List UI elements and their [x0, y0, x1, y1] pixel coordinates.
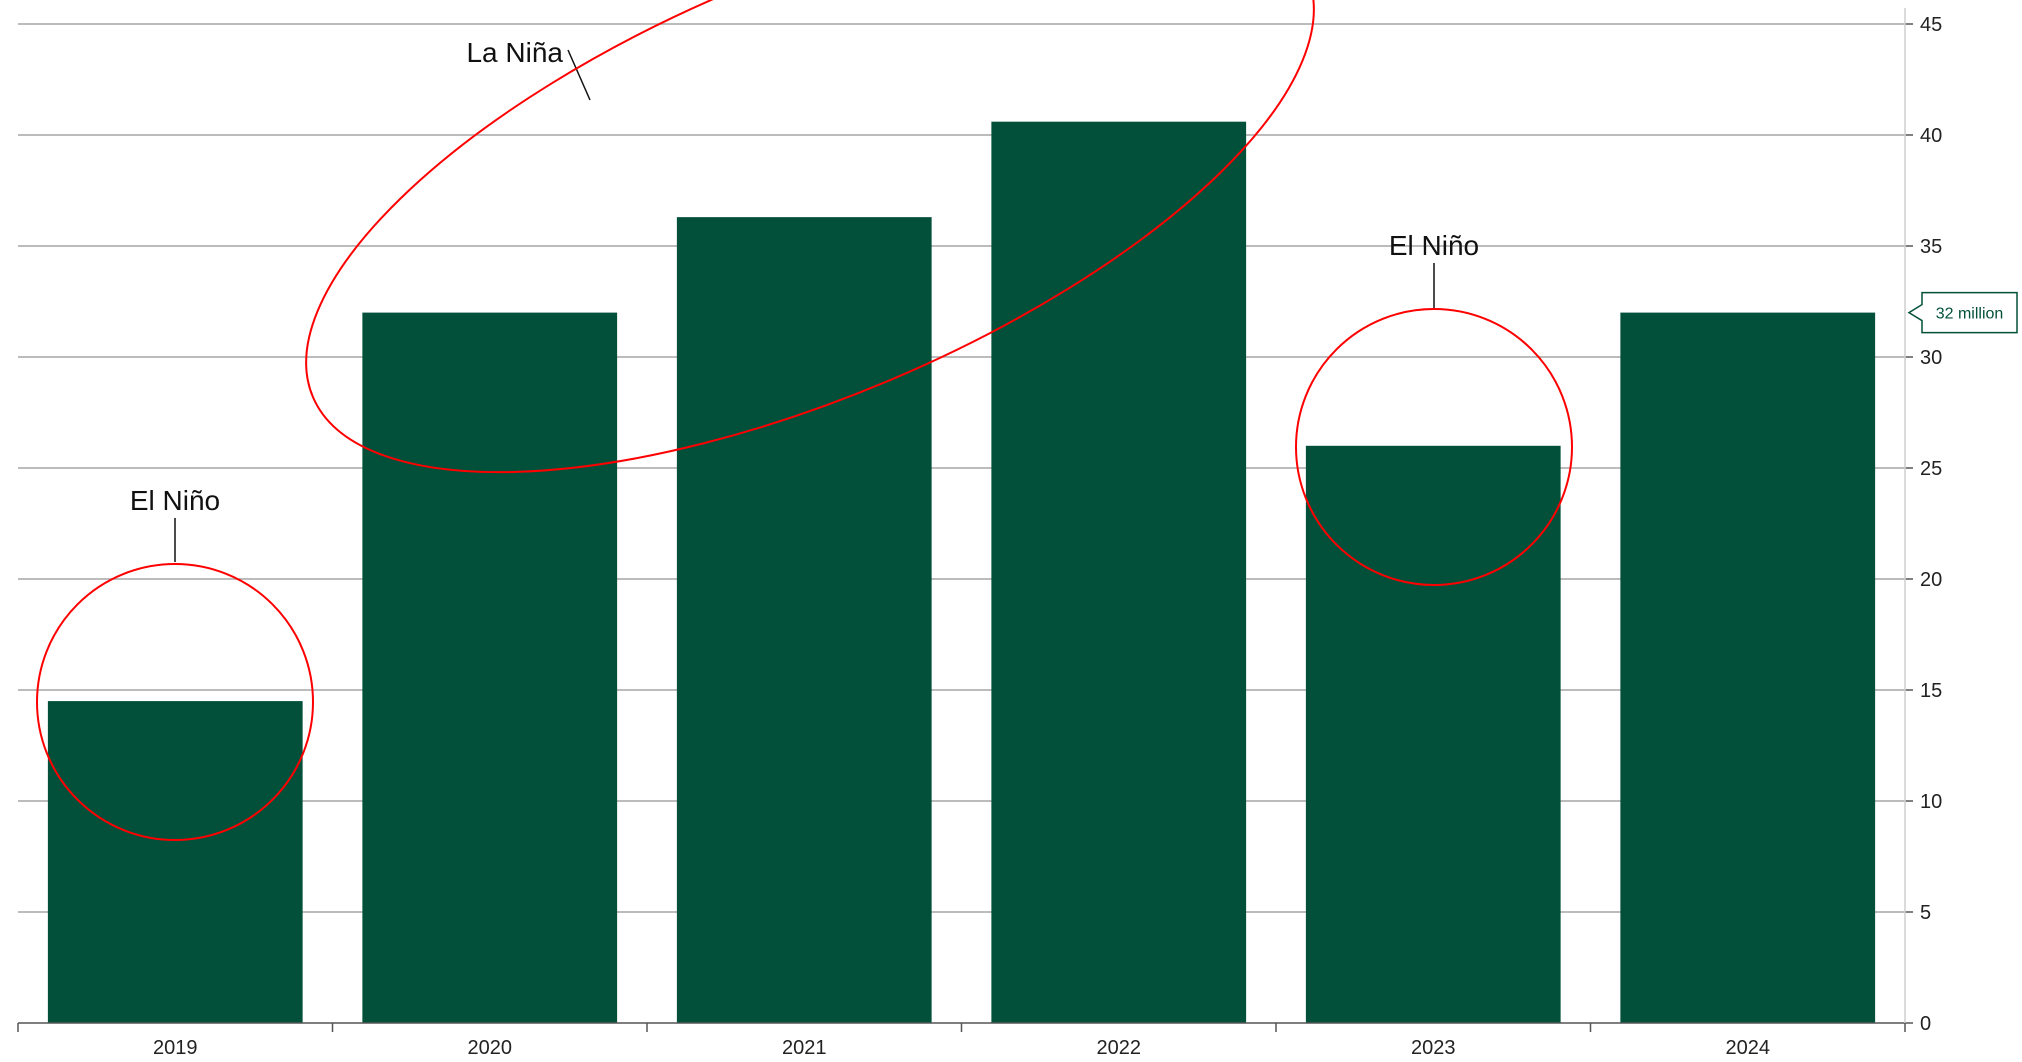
x-tick-label: 2022: [1097, 1037, 1142, 1059]
y-tick-label: 40: [1920, 125, 1942, 147]
y-tick-label: 30: [1920, 347, 1942, 369]
y-tick-label: 0: [1920, 1013, 1931, 1035]
annotation-circle-2023: [1295, 308, 1573, 586]
x-tick-label: 2021: [782, 1037, 827, 1059]
annotation-el-nino-2023: El Niño: [1389, 230, 1479, 261]
y-tick-label: 25: [1920, 458, 1942, 480]
y-tick-label: 15: [1920, 680, 1942, 702]
callout-label: 32 million: [1936, 306, 2004, 323]
annotation-el-nino-2019: El Niño: [130, 485, 220, 516]
bar-2021: [676, 217, 932, 1023]
y-tick-label: 35: [1920, 236, 1942, 258]
y-tick-label: 45: [1920, 14, 1942, 36]
x-tick-label: 2024: [1726, 1037, 1771, 1059]
bar-2023: [1305, 445, 1561, 1023]
annotation-ellipse-la-nina: [305, 0, 1315, 474]
value-callout: 32 million: [1907, 291, 2018, 334]
x-tick-label: 2019: [153, 1037, 198, 1059]
annotation-la-nina: La Niña: [466, 37, 563, 68]
x-tick-label: 2023: [1411, 1037, 1456, 1059]
annotation-leader-la-nina: [567, 49, 591, 101]
annotation-circle-2019: [36, 563, 314, 841]
y-axis: 0 5 10 15 20 25 30 35 40 45: [1904, 8, 1942, 1035]
x-axis: 2019 2020 2021 2022 2023 2024: [17, 1022, 1906, 1059]
callout-box: [1907, 291, 2018, 334]
annotations: El Niño La Niña El Niño: [36, 0, 1573, 841]
bar-2020: [362, 312, 618, 1024]
y-tick-label: 10: [1920, 791, 1942, 813]
y-tick-label: 5: [1920, 902, 1931, 924]
bar-2019: [47, 701, 303, 1023]
bar-2022: [991, 121, 1247, 1024]
bar-2024: [1620, 312, 1876, 1024]
bars: [47, 121, 1876, 1024]
x-tick-label: 2020: [468, 1037, 513, 1059]
y-tick-label: 20: [1920, 569, 1942, 591]
gridlines: [18, 23, 1905, 913]
